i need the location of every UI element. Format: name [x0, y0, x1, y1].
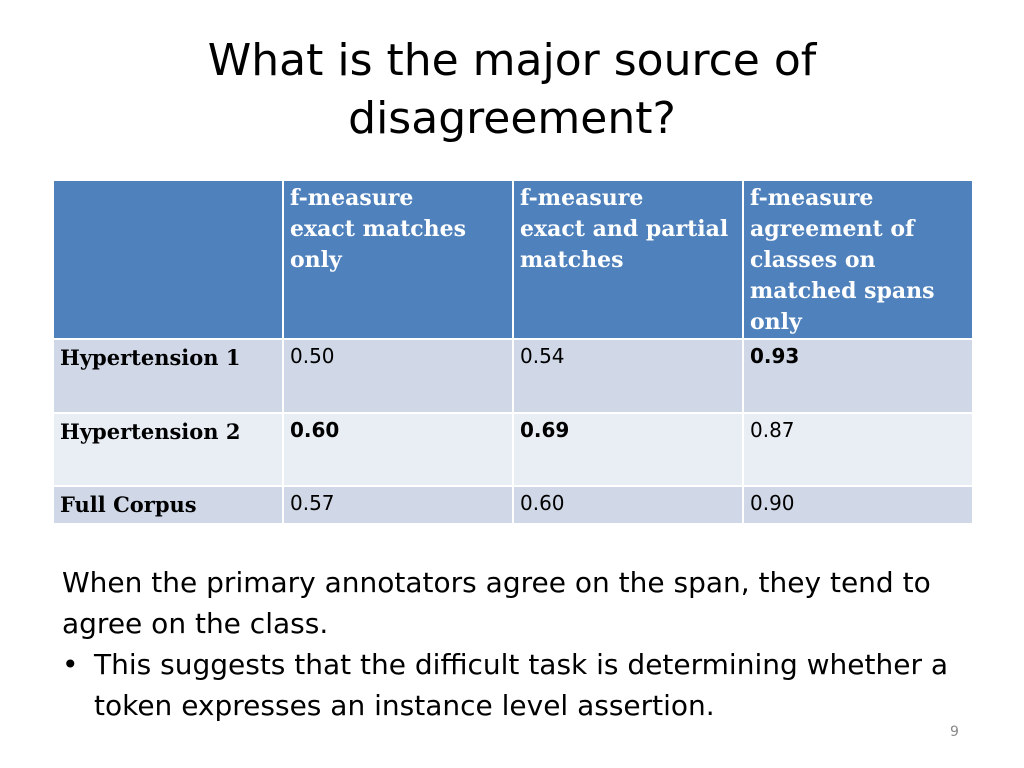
table-cell: 0.60 — [282, 412, 514, 487]
row-label: Hypertension 2 — [60, 419, 241, 444]
cell-value-highlighted: 0.60 — [290, 418, 340, 442]
bullet-text: This suggests that the difficult task is… — [94, 648, 949, 722]
header-cell-exact: f-measure exact matches only — [282, 179, 514, 340]
cell-value: 0.60 — [520, 491, 565, 515]
table-cell: 0.60 — [512, 485, 744, 525]
slide-title-line-2: disagreement? — [348, 93, 676, 144]
row-label-cell: Hypertension 1 — [52, 338, 284, 414]
page-number: 9 — [950, 724, 959, 740]
header-cell-partial: f-measure exact and partial matches — [512, 179, 744, 340]
cell-value-highlighted: 0.69 — [520, 418, 570, 442]
cell-value: 0.87 — [750, 418, 795, 442]
table-header-row: f-measure exact matches only f-measure exac… — [52, 179, 974, 340]
bullet-icon: • — [62, 648, 79, 681]
header-cell-empty — [52, 179, 284, 340]
slide-title-line-1: What is the major source of — [207, 35, 817, 86]
table-row: Hypertension 2 0.60 0.69 0.87 — [52, 412, 974, 487]
table-row: Full Corpus 0.57 0.60 0.90 — [52, 485, 974, 525]
cell-value-highlighted: 0.93 — [750, 344, 800, 368]
slide-body: When the primary annotators agree on the… — [62, 562, 962, 726]
header-exact-matches: f-measure exact matches only — [290, 185, 467, 273]
table-cell: 0.69 — [512, 412, 744, 487]
cell-value: 0.54 — [520, 344, 565, 368]
row-label: Full Corpus — [60, 492, 197, 517]
table-cell: 0.57 — [282, 485, 514, 525]
table-cell: 0.54 — [512, 338, 744, 414]
results-table: f-measure exact matches only f-measure exac… — [52, 179, 974, 525]
table-row: Hypertension 1 0.50 0.54 0.93 — [52, 338, 974, 414]
table-cell: 0.90 — [742, 485, 974, 525]
table-cell: 0.87 — [742, 412, 974, 487]
table-cell: 0.50 — [282, 338, 514, 414]
row-label-cell: Full Corpus — [52, 485, 284, 525]
row-label-cell: Hypertension 2 — [52, 412, 284, 487]
header-exact-partial-matches: f-measure exact and partial matches — [520, 185, 729, 273]
slide-title: What is the major source of disagreement… — [0, 32, 1024, 148]
bullet-item: • This suggests that the difficult task … — [62, 644, 962, 726]
cell-value: 0.90 — [750, 491, 795, 515]
body-paragraph: When the primary annotators agree on the… — [62, 566, 931, 640]
row-label: Hypertension 1 — [60, 345, 241, 370]
header-class-agreement: f-measure agreement of classes on matched s… — [750, 185, 935, 335]
cell-value: 0.50 — [290, 344, 335, 368]
header-cell-classes: f-measure agreement of classes on matched s… — [742, 179, 974, 340]
cell-value: 0.57 — [290, 491, 335, 515]
table-cell: 0.93 — [742, 338, 974, 414]
